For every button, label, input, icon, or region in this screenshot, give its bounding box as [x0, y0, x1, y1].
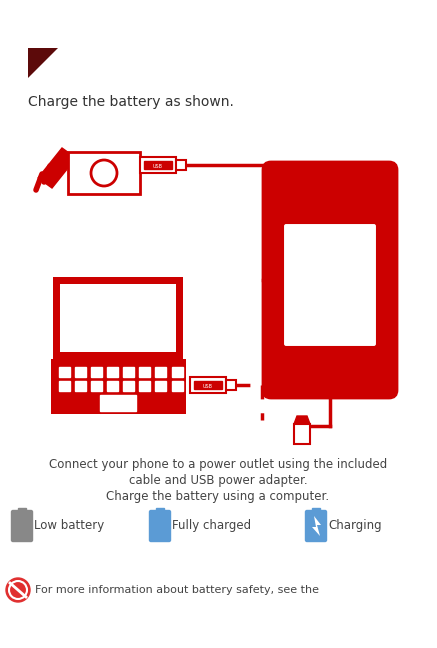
Bar — [312, 508, 320, 513]
FancyBboxPatch shape — [11, 511, 32, 542]
Bar — [140, 157, 176, 173]
Bar — [100, 395, 136, 411]
Text: USB: USB — [153, 163, 163, 168]
Bar — [59, 367, 69, 377]
Bar — [75, 381, 86, 391]
Text: Fully charged: Fully charged — [172, 520, 251, 533]
Bar — [53, 277, 183, 359]
Polygon shape — [38, 148, 76, 188]
Bar — [144, 161, 172, 169]
Text: cable and USB power adapter.: cable and USB power adapter. — [128, 474, 307, 487]
Circle shape — [326, 368, 334, 376]
Text: Charge the battery using a computer.: Charge the battery using a computer. — [107, 490, 329, 503]
Text: Charge the battery as shown.: Charge the battery as shown. — [28, 95, 234, 109]
FancyBboxPatch shape — [283, 223, 377, 347]
Bar — [139, 367, 150, 377]
Bar — [294, 424, 310, 444]
Bar — [123, 381, 134, 391]
Bar — [190, 377, 226, 393]
Bar — [75, 367, 86, 377]
Bar — [226, 380, 236, 390]
Bar — [176, 160, 186, 170]
Bar — [107, 381, 118, 391]
Text: Charging: Charging — [328, 520, 382, 533]
Bar — [171, 381, 183, 391]
Bar — [156, 367, 166, 377]
FancyBboxPatch shape — [305, 511, 326, 542]
Bar — [156, 381, 166, 391]
Bar — [194, 381, 222, 389]
Text: For more information about battery safety, see the: For more information about battery safet… — [35, 585, 319, 595]
Text: Connect your phone to a power outlet using the included: Connect your phone to a power outlet usi… — [49, 458, 387, 471]
FancyBboxPatch shape — [263, 162, 397, 398]
Bar — [325, 263, 335, 269]
Bar — [91, 381, 102, 391]
Bar — [60, 284, 176, 352]
Circle shape — [6, 578, 30, 602]
Text: USB: USB — [203, 384, 213, 389]
Circle shape — [370, 183, 380, 193]
Circle shape — [344, 368, 352, 376]
Bar — [171, 367, 183, 377]
Bar — [156, 508, 164, 513]
Bar — [18, 508, 26, 513]
Bar — [51, 359, 185, 414]
Circle shape — [308, 368, 316, 376]
Polygon shape — [312, 516, 321, 536]
FancyBboxPatch shape — [149, 511, 170, 542]
Bar — [91, 367, 102, 377]
Text: Low battery: Low battery — [34, 520, 104, 533]
FancyBboxPatch shape — [68, 152, 140, 194]
Bar — [123, 367, 134, 377]
Polygon shape — [294, 416, 310, 424]
FancyBboxPatch shape — [317, 268, 343, 302]
Bar — [59, 381, 69, 391]
Circle shape — [91, 160, 117, 186]
Text: lenovo: lenovo — [317, 183, 343, 192]
Bar — [107, 367, 118, 377]
Polygon shape — [28, 48, 58, 78]
Bar — [139, 381, 150, 391]
